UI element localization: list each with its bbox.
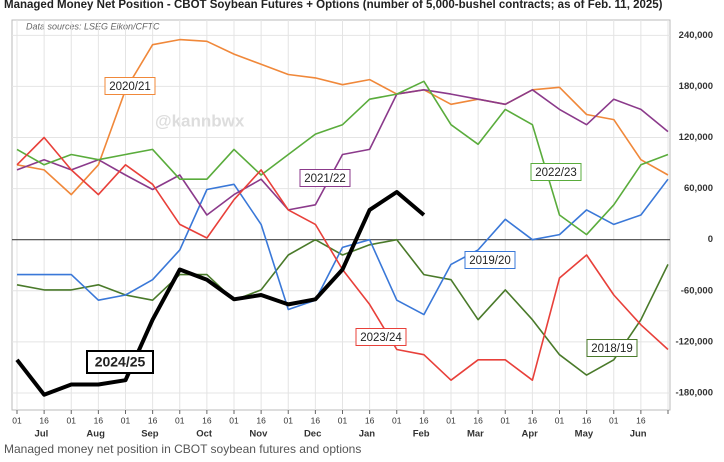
x-tick-label: 16 <box>148 415 158 425</box>
month-label: Jan <box>359 429 376 440</box>
x-tick-label: 16 <box>528 415 538 425</box>
y-tick-label: 0 <box>708 234 713 245</box>
month-label: Aug <box>86 429 105 440</box>
y-tick-label: 60,000 <box>684 183 713 194</box>
series-label-box <box>464 251 516 269</box>
series-label: 2018/19 <box>591 343 633 355</box>
x-tick-label: 01 <box>67 415 77 425</box>
series-label-box <box>104 77 156 95</box>
series-line <box>16 89 669 216</box>
y-tick-label: 120,000 <box>679 132 713 143</box>
month-label: Dec <box>304 429 321 440</box>
x-tick-label: 01 <box>121 415 131 425</box>
x-tick-label: 16 <box>582 415 592 425</box>
x-tick-label: 16 <box>636 415 646 425</box>
month-label: Jun <box>630 429 647 440</box>
x-tick-label: 16 <box>311 415 321 425</box>
series-line <box>17 178 669 316</box>
series-label-box <box>355 328 407 346</box>
x-tick-label: 01 <box>284 415 294 425</box>
watermark: @kannbwx <box>155 111 245 130</box>
x-tick-label: 16 <box>202 415 212 425</box>
x-tick-label: 16 <box>94 415 104 425</box>
y-tick-label: -60,000 <box>681 285 713 296</box>
plot-frame <box>11 19 671 411</box>
series-label: 2024/25 <box>95 354 146 370</box>
month-label: Sep <box>141 429 159 440</box>
y-tick-label: 180,000 <box>679 81 713 92</box>
series-label: 2022/23 <box>535 167 577 179</box>
month-label: Apr <box>521 429 538 440</box>
series-label-box <box>586 339 638 357</box>
series-label: 2020/21 <box>109 81 151 93</box>
series-line <box>16 80 669 236</box>
x-tick-label: 01 <box>392 415 402 425</box>
series-label: 2021/22 <box>304 173 346 185</box>
x-tick-label: 16 <box>419 415 429 425</box>
x-tick-label: 01 <box>12 415 22 425</box>
month-label: May <box>575 429 594 440</box>
series-label: 2019/20 <box>469 255 511 267</box>
x-tick-label: 01 <box>501 415 511 425</box>
x-tick-label: 01 <box>338 415 348 425</box>
x-tick-label: 01 <box>555 415 565 425</box>
y-tick-label: 240,000 <box>679 30 713 41</box>
x-tick-label: 16 <box>39 415 49 425</box>
x-tick-label: 01 <box>609 415 619 425</box>
x-tick-label: 01 <box>446 415 456 425</box>
y-tick-label: -120,000 <box>675 336 713 347</box>
y-tick-label: -180,000 <box>675 387 713 398</box>
month-label: Nov <box>249 429 268 440</box>
x-tick-label: 01 <box>175 415 185 425</box>
series-label-box <box>299 169 351 187</box>
month-label: Oct <box>196 429 213 440</box>
x-tick-label: 16 <box>365 415 375 425</box>
month-label: Jul <box>35 429 49 440</box>
month-label: Mar <box>467 429 484 440</box>
chart-title: Managed Money Net Position - CBOT Soybea… <box>4 0 663 11</box>
series-label-box <box>86 350 154 374</box>
x-tick-label: 01 <box>229 415 239 425</box>
series-label: 2023/24 <box>360 332 402 344</box>
caption: Managed money net position in CBOT soybe… <box>4 442 361 456</box>
x-tick-label: 16 <box>473 415 483 425</box>
series-line <box>15 190 426 397</box>
month-label: Feb <box>413 429 430 440</box>
source-note: Data sources: LSEG Eikon/CFTC <box>26 21 160 31</box>
series-label-box <box>530 163 582 181</box>
x-tick-label: 16 <box>256 415 266 425</box>
